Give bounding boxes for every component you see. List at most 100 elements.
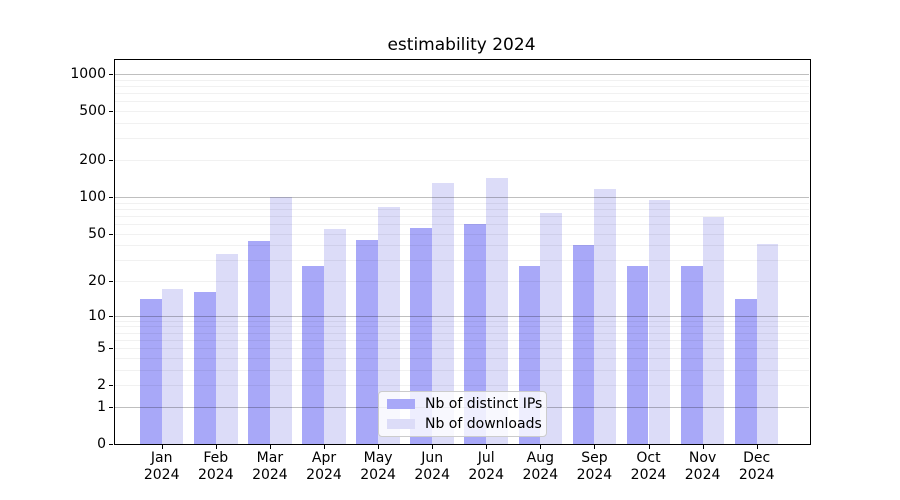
legend-label-distinct-ips: Nb of distinct IPs <box>425 396 543 413</box>
x-tick-label-jul: Jul 2024 <box>468 450 504 483</box>
gridline-90 <box>114 202 809 204</box>
bar-distinct-ips-feb <box>194 292 216 444</box>
x-tick-jul <box>486 444 488 449</box>
x-tick-apr <box>324 444 325 449</box>
x-tick-oct <box>648 444 650 449</box>
gridline-50 <box>114 233 809 235</box>
x-tick-dec <box>756 444 758 449</box>
x-tick-label-apr: Apr 2024 <box>306 450 342 483</box>
y-tick-2 <box>109 385 113 387</box>
x-tick-label-mar: Mar 2024 <box>252 450 288 483</box>
legend-label-downloads: Nb of downloads <box>425 415 542 432</box>
y-tick-label-0: 0 <box>97 436 106 452</box>
bar-downloads-may <box>378 207 400 444</box>
y-tick-label-1000: 1000 <box>70 66 106 82</box>
bar-downloads-mar <box>269 196 292 444</box>
y-tick-5 <box>109 348 113 350</box>
x-tick-label-aug: Aug 2024 <box>522 450 559 483</box>
bar-downloads-feb <box>215 253 238 444</box>
y-tick-0 <box>109 444 113 445</box>
y-tick-label-50: 50 <box>88 225 106 242</box>
y-tick-500 <box>109 111 113 113</box>
gridline-500 <box>114 111 809 113</box>
y-tick-1 <box>109 406 113 408</box>
bar-downloads-aug <box>540 212 563 444</box>
bar-downloads-sep <box>594 188 617 444</box>
gridline-10 <box>114 315 809 317</box>
gridline-30 <box>114 260 809 262</box>
bar-distinct-ips-dec <box>734 299 757 444</box>
y-tick-label-100: 100 <box>79 188 106 205</box>
gridline-700 <box>114 93 809 95</box>
y-tick-10 <box>109 315 113 317</box>
x-tick-sep <box>594 444 596 449</box>
gridline-6 <box>114 339 809 341</box>
chart-title: estimability 2024 <box>387 35 536 55</box>
bar-distinct-ips-jun <box>410 228 433 444</box>
bar-downloads-apr <box>324 229 346 444</box>
y-tick-label-10: 10 <box>88 307 106 324</box>
gridline-4 <box>114 357 809 359</box>
bar-downloads-dec <box>756 243 779 444</box>
downloads-swatch-icon <box>387 418 415 429</box>
bar-distinct-ips-sep <box>572 245 595 444</box>
x-tick-may <box>378 444 380 449</box>
bar-distinct-ips-oct <box>626 265 649 444</box>
gridline-40 <box>114 245 809 247</box>
y-tick-200 <box>109 160 113 161</box>
legend-item-distinct-ips: Nb of distinct IPs <box>387 396 542 413</box>
y-tick-100 <box>109 196 113 198</box>
gridline-800 <box>114 86 809 87</box>
x-tick-label-sep: Sep 2024 <box>576 450 613 483</box>
bar-downloads-jun <box>432 183 454 444</box>
x-tick-aug <box>540 444 542 449</box>
gridline-100 <box>114 196 809 198</box>
x-tick-label-may: May 2024 <box>360 450 396 483</box>
y-tick-label-2: 2 <box>97 377 106 394</box>
gridline-20 <box>114 281 809 282</box>
bar-downloads-jan <box>161 289 184 444</box>
gridline-2 <box>114 385 809 387</box>
gridline-400 <box>114 123 809 124</box>
bar-downloads-jul <box>486 177 508 444</box>
y-tick-label-5: 5 <box>97 340 106 357</box>
gridline-80 <box>114 208 809 210</box>
x-tick-label-jan: Jan 2024 <box>143 450 180 483</box>
x-tick-label-oct: Oct 2024 <box>630 450 667 483</box>
gridline-70 <box>114 215 809 217</box>
bar-distinct-ips-mar <box>248 241 270 444</box>
bar-distinct-ips-nov <box>680 265 703 444</box>
gridline-1000 <box>114 74 809 75</box>
x-tick-label-feb: Feb 2024 <box>197 450 234 483</box>
legend-item-downloads: Nb of downloads <box>387 416 542 433</box>
y-tick-1000 <box>109 74 113 75</box>
bar-distinct-ips-may <box>356 240 379 444</box>
gridline-600 <box>114 101 809 103</box>
x-tick-label-dec: Dec 2024 <box>738 450 775 483</box>
x-tick-nov <box>702 444 704 449</box>
gridline-60 <box>114 223 809 225</box>
y-tick-50 <box>109 233 113 235</box>
bar-downloads-nov <box>702 217 725 444</box>
y-tick-label-1: 1 <box>97 398 106 415</box>
distinct-ips-swatch-icon <box>387 399 415 410</box>
x-tick-jun <box>432 444 434 449</box>
y-tick-label-200: 200 <box>79 152 106 168</box>
legend: Nb of distinct IPs Nb of downloads <box>378 391 547 437</box>
gridline-5 <box>114 348 809 350</box>
gridline-200 <box>114 160 809 161</box>
bar-downloads-oct <box>648 199 671 444</box>
gridline-9 <box>114 320 809 322</box>
y-tick-label-20: 20 <box>88 273 106 289</box>
x-tick-mar <box>269 444 271 449</box>
x-tick-label-jun: Jun 2024 <box>414 450 450 483</box>
gridline-900 <box>114 79 809 81</box>
gridline-3 <box>114 369 809 371</box>
gridline-8 <box>114 326 809 328</box>
y-tick-20 <box>109 281 113 282</box>
gridline-300 <box>114 138 809 140</box>
gridline-7 <box>114 332 809 334</box>
bar-distinct-ips-apr <box>302 265 324 444</box>
